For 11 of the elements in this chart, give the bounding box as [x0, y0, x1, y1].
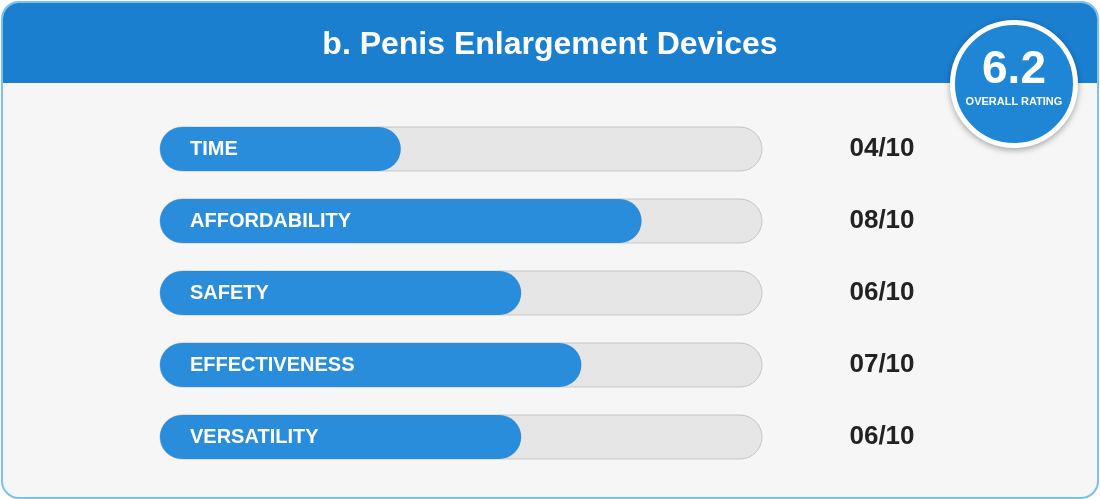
data-label: 07/10 — [849, 348, 915, 379]
chart-title: b. Penis Enlargement Devices — [322, 24, 778, 61]
y-tick-label: TIME — [190, 136, 238, 159]
data-label: 06/10 — [849, 276, 915, 307]
y-tick-label: EFFECTIVENESS — [190, 352, 355, 375]
y-tick-label: SAFETY — [190, 280, 270, 303]
data-label: 04/10 — [849, 132, 915, 163]
y-tick-label: AFFORDABILITY — [190, 208, 352, 231]
data-label: 06/10 — [849, 420, 915, 451]
data-label: 08/10 — [849, 204, 915, 235]
y-tick-label: VERSATILITY — [190, 424, 320, 447]
